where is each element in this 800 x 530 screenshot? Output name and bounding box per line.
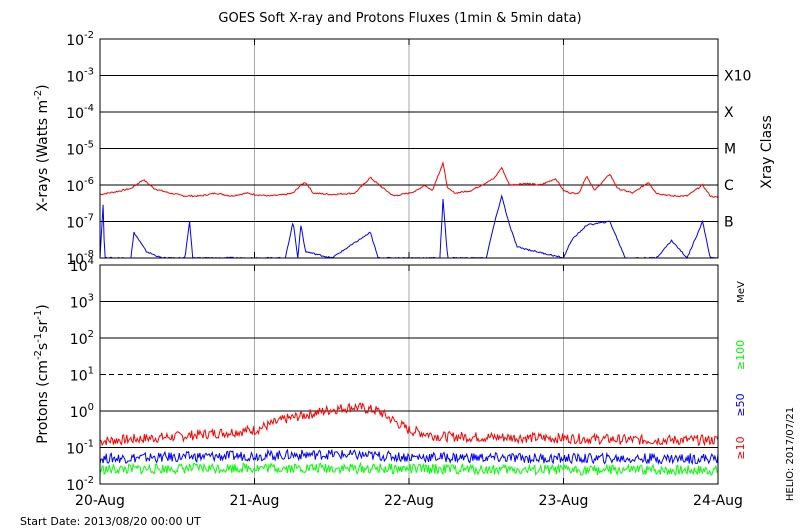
y-tick-label: 10-8: [66, 249, 94, 268]
y-tick-label: 10-7: [66, 213, 94, 232]
proton-legend-label: ≥50: [734, 393, 747, 416]
y-tick-label: 10-2: [66, 475, 94, 494]
x-tick-label: 22-Aug: [384, 493, 434, 509]
series-line-protons-2: [99, 461, 719, 477]
y-tick-label: 103: [70, 293, 94, 312]
x-tick-label: 24-Aug: [693, 493, 743, 509]
xray-class-label: B: [724, 215, 734, 231]
x-tick-label: 21-Aug: [230, 493, 280, 509]
start-date-label: Start Date: 2013/08/20 00:00 UT: [20, 515, 201, 528]
x-tick-label: 23-Aug: [539, 493, 589, 509]
y-tick-label: 10-1: [66, 439, 94, 458]
y-tick-label: 102: [70, 329, 94, 348]
y-tick-label: 10-3: [66, 67, 94, 86]
protons-y-axis-label: Protons (cm-2s-1sr-1): [33, 304, 51, 443]
series-line-protons-0: [99, 402, 719, 447]
xray-class-label: X: [724, 105, 734, 121]
y-tick-label: 100: [70, 402, 94, 421]
series-line-protons-1: [99, 448, 719, 465]
x-tick-label: 20-Aug: [75, 493, 125, 509]
helio-credit-label: HELIO: 2017/07/21: [785, 407, 796, 501]
xray-y-axis-label: X-rays (Watts m-2): [33, 84, 51, 211]
xray-class-axis-title: Xray Class: [759, 115, 775, 189]
y-tick-label: 10-4: [66, 103, 94, 122]
y-tick-label: 104: [70, 256, 94, 275]
y-tick-label: 10-2: [66, 30, 94, 49]
y-tick-label: 101: [70, 366, 94, 385]
xray-class-label: M: [724, 142, 736, 158]
xray-class-label: C: [724, 178, 734, 194]
y-tick-label: 10-5: [66, 140, 94, 159]
xray-class-label: X10: [724, 69, 751, 85]
proton-energy-unit-label: MeV: [736, 281, 747, 303]
chart-title: GOES Soft X-ray and Protons Fluxes (1min…: [218, 11, 581, 26]
series-line-xray-0: [99, 160, 719, 199]
y-tick-label: 10-6: [66, 176, 94, 195]
proton-legend-label: ≥10: [734, 436, 747, 459]
proton-legend-label: ≥100: [734, 340, 747, 370]
